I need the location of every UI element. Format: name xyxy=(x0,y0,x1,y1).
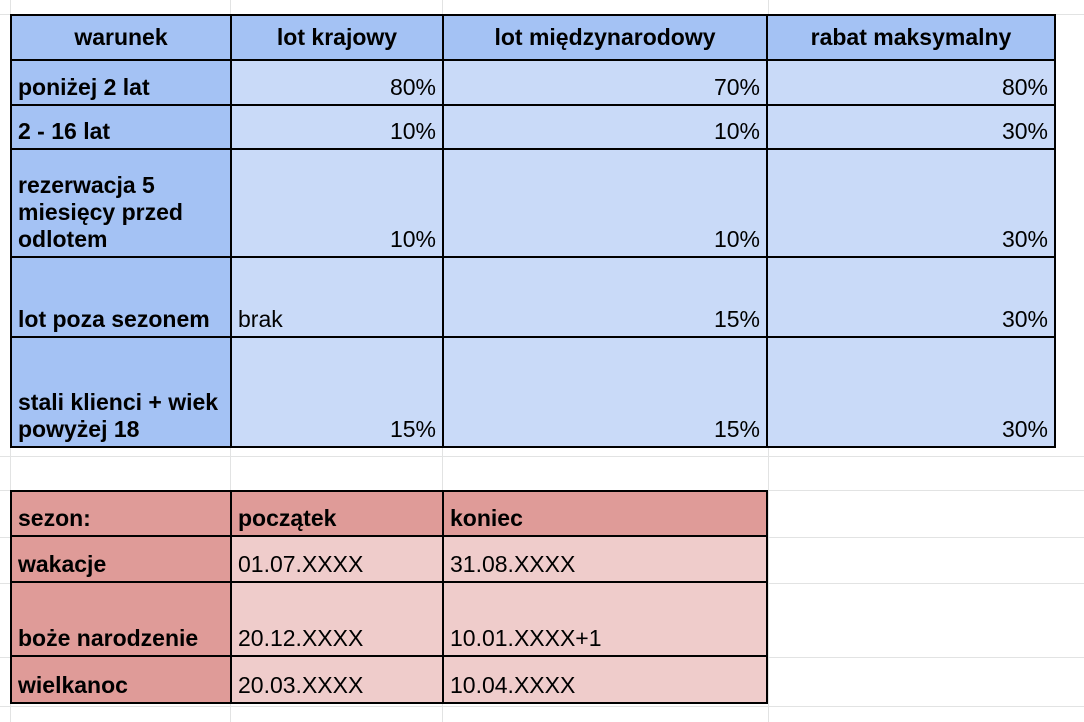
season-label-cell[interactable]: boże narodzenie xyxy=(10,583,232,657)
value-cell[interactable]: 15% xyxy=(444,338,768,448)
value-text: 10% xyxy=(713,226,760,252)
season-label: wakacje xyxy=(18,551,107,577)
date-cell[interactable]: 31.08.XXXX xyxy=(444,537,768,583)
header-label: lot krajowy xyxy=(276,23,398,50)
value-cell[interactable]: 10% xyxy=(444,106,768,150)
date-text: 01.07.XXXX xyxy=(238,551,364,577)
value-text: 80% xyxy=(1001,74,1048,100)
value-cell[interactable]: 10% xyxy=(232,150,444,258)
value-text: 80% xyxy=(389,74,436,100)
value-text: 30% xyxy=(1001,226,1048,252)
grid-row-line xyxy=(0,706,1084,707)
start-header-cell[interactable]: początek xyxy=(232,490,444,537)
header-label: sezon: xyxy=(18,505,91,531)
header-cell-max[interactable]: rabat maksymalny xyxy=(768,14,1056,61)
row-label: poniżej 2 lat xyxy=(18,74,150,100)
value-cell[interactable]: 80% xyxy=(768,61,1056,106)
row-label: stali klienci + wiek powyżej 18 xyxy=(18,389,219,442)
date-text: 10.01.XXXX+1 xyxy=(450,625,602,651)
value-cell[interactable]: 30% xyxy=(768,106,1056,150)
value-text: 15% xyxy=(389,416,436,442)
value-cell[interactable]: 30% xyxy=(768,338,1056,448)
season-label: boże narodzenie xyxy=(18,625,199,651)
date-cell[interactable]: 01.07.XXXX xyxy=(232,537,444,583)
row-label: lot poza sezonem xyxy=(18,306,210,332)
value-text: 15% xyxy=(713,416,760,442)
header-label: koniec xyxy=(450,505,523,531)
row-label-cell[interactable]: 2 - 16 lat xyxy=(10,106,232,150)
value-text: 30% xyxy=(1001,306,1048,332)
value-cell[interactable]: 80% xyxy=(232,61,444,106)
date-text: 20.03.XXXX xyxy=(238,672,364,698)
value-text: 30% xyxy=(1001,118,1048,144)
end-header-cell[interactable]: koniec xyxy=(444,490,768,537)
row-label: 2 - 16 lat xyxy=(18,118,111,144)
season-header-cell[interactable]: sezon: xyxy=(10,490,232,537)
header-label: warunek xyxy=(74,23,168,50)
row-label-cell[interactable]: poniżej 2 lat xyxy=(10,61,232,106)
value-cell[interactable]: 10% xyxy=(232,106,444,150)
value-text: 10% xyxy=(389,118,436,144)
value-text: 10% xyxy=(713,118,760,144)
row-label-cell[interactable]: lot poza sezonem xyxy=(10,258,232,338)
header-cell-domestic[interactable]: lot krajowy xyxy=(232,14,444,61)
value-cell[interactable]: 10% xyxy=(444,150,768,258)
value-text: 30% xyxy=(1001,416,1048,442)
value-cell[interactable]: 70% xyxy=(444,61,768,106)
header-label: lot międzynarodowy xyxy=(494,23,716,50)
value-cell[interactable]: 30% xyxy=(768,258,1056,338)
header-cell-international[interactable]: lot międzynarodowy xyxy=(444,14,768,61)
header-cell-warunek[interactable]: warunek xyxy=(10,14,232,61)
value-text: brak xyxy=(238,306,283,332)
row-label: rezerwacja 5 miesięcy przed odlotem xyxy=(18,172,183,252)
date-cell[interactable]: 10.01.XXXX+1 xyxy=(444,583,768,657)
date-cell[interactable]: 20.12.XXXX xyxy=(232,583,444,657)
row-label-cell[interactable]: rezerwacja 5 miesięcy przed odlotem xyxy=(10,150,232,258)
date-cell[interactable]: 10.04.XXXX xyxy=(444,657,768,704)
date-text: 10.04.XXXX xyxy=(450,672,576,698)
value-cell[interactable]: brak xyxy=(232,258,444,338)
season-label-cell[interactable]: wielkanoc xyxy=(10,657,232,704)
value-text: 10% xyxy=(389,226,436,252)
season-label-cell[interactable]: wakacje xyxy=(10,537,232,583)
grid-row-line xyxy=(0,456,1084,457)
row-label-cell[interactable]: stali klienci + wiek powyżej 18 xyxy=(10,338,232,448)
header-label: początek xyxy=(238,505,337,531)
date-cell[interactable]: 20.03.XXXX xyxy=(232,657,444,704)
date-text: 31.08.XXXX xyxy=(450,551,576,577)
value-cell[interactable]: 15% xyxy=(232,338,444,448)
header-label: rabat maksymalny xyxy=(810,23,1012,50)
value-cell[interactable]: 30% xyxy=(768,150,1056,258)
value-text: 15% xyxy=(713,306,760,332)
value-text: 70% xyxy=(713,74,760,100)
season-label: wielkanoc xyxy=(18,672,128,698)
value-cell[interactable]: 15% xyxy=(444,258,768,338)
date-text: 20.12.XXXX xyxy=(238,625,364,651)
